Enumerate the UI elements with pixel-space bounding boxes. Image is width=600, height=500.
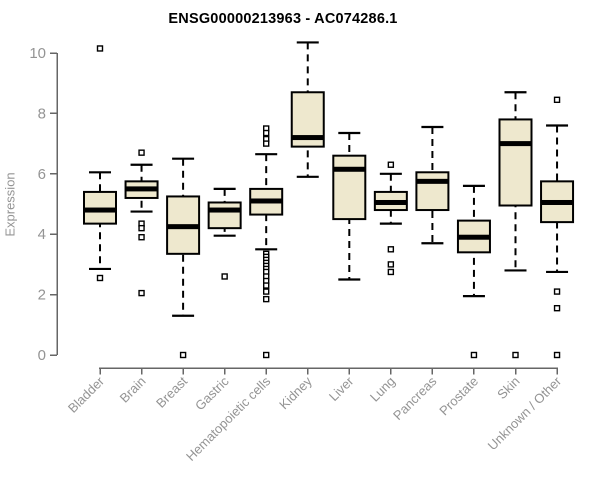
outlier-point — [553, 304, 561, 312]
median-line — [499, 141, 532, 147]
median-line — [374, 199, 407, 205]
y-tick-label: 8 — [38, 105, 46, 122]
boxplot-box — [498, 118, 533, 207]
y-tick-label: 4 — [38, 226, 46, 243]
outlier-point — [387, 161, 395, 168]
median-line — [208, 207, 241, 213]
x-category-label: Gastric — [192, 373, 232, 413]
chart-title: ENSG00000213963 - AC074286.1 — [168, 11, 398, 27]
outlier-point — [138, 149, 145, 156]
x-category-label: Lung — [367, 374, 398, 405]
boxplot-box — [207, 201, 242, 230]
outlier-point — [263, 288, 270, 295]
x-category-label: Prostate — [436, 374, 481, 419]
x-category-label: Skin — [494, 374, 522, 402]
outlier-point — [138, 234, 145, 241]
x-category-label: Breast — [153, 373, 190, 410]
y-tick-label: 0 — [38, 347, 46, 364]
outlier-point — [263, 351, 270, 359]
outlier-point — [179, 351, 187, 359]
boxplot-box — [415, 171, 450, 212]
x-category-label: Brain — [117, 374, 149, 406]
y-tick-label: 10 — [29, 45, 46, 62]
median-line — [250, 198, 283, 204]
outlier-point — [387, 246, 395, 253]
boxplot-box — [332, 154, 367, 221]
outlier-point — [553, 288, 561, 295]
outlier-point — [96, 274, 104, 282]
outlier-point — [512, 351, 519, 359]
outlier-point — [263, 140, 270, 147]
outlier-point — [96, 45, 104, 52]
median-line — [84, 207, 116, 213]
y-tick-label: 6 — [38, 166, 46, 183]
y-tick-label: 2 — [38, 287, 46, 304]
median-line — [125, 186, 158, 192]
outlier-point — [470, 351, 478, 359]
outlier-point — [553, 351, 561, 359]
x-category-label: Pancreas — [390, 373, 440, 423]
x-category-label: Liver — [326, 373, 357, 404]
median-line — [291, 135, 324, 141]
outlier-point — [138, 289, 145, 297]
outlier-point — [263, 295, 270, 303]
median-line — [333, 166, 366, 172]
outlier-point — [138, 224, 145, 232]
median-line — [541, 199, 574, 205]
median-line — [416, 178, 449, 184]
median-line — [457, 234, 490, 240]
median-line — [167, 224, 200, 230]
outlier-point — [263, 129, 270, 137]
outlier-point — [221, 273, 228, 280]
outlier-point — [387, 261, 395, 268]
x-category-label: Kidney — [276, 373, 315, 412]
outlier-point — [387, 268, 395, 276]
outlier-point — [263, 282, 270, 289]
x-category-label: Bladder — [65, 373, 108, 416]
outlier-point — [553, 96, 561, 104]
x-category-label: Unknown / Other — [485, 373, 565, 453]
